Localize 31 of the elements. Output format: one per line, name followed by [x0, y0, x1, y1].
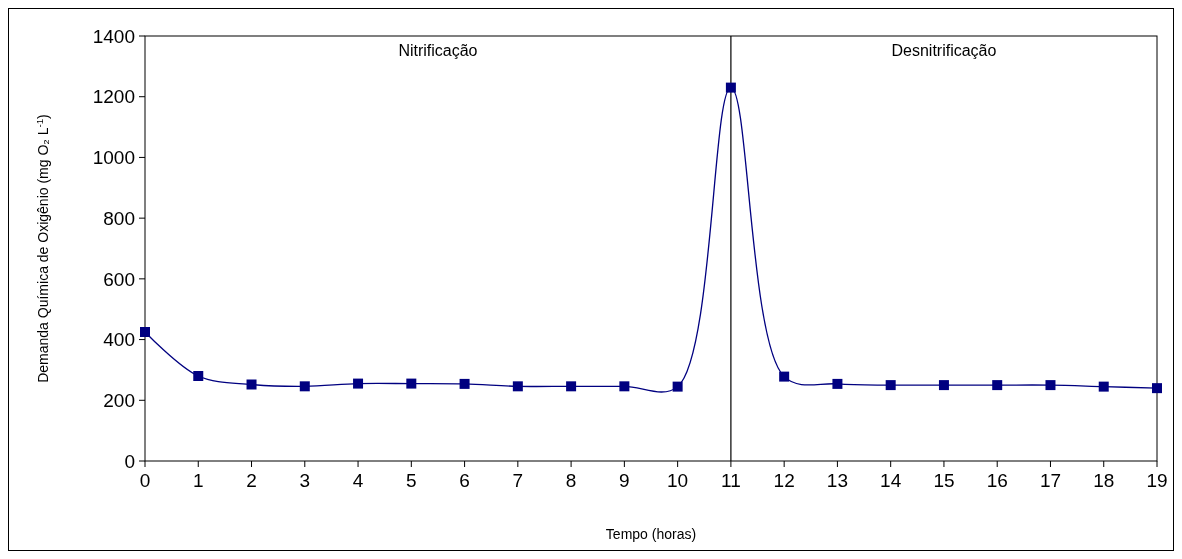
y-tick-label: 600 — [103, 268, 135, 290]
x-tick-label: 13 — [826, 470, 848, 491]
x-tick-label: 0 — [139, 470, 151, 491]
x-tick-label: 7 — [512, 470, 524, 491]
x-tick-label: 3 — [299, 470, 311, 491]
y-tick-label: 0 — [124, 450, 135, 472]
x-tick-label: 5 — [406, 470, 417, 491]
x-tick-label: 18 — [1093, 470, 1115, 491]
x-tick-label: 12 — [773, 470, 795, 491]
x-tick-label: 19 — [1146, 470, 1168, 491]
x-tick-label: 2 — [246, 470, 257, 491]
x-tick-label: 4 — [352, 470, 364, 491]
x-axis-title: Tempo (horas) — [605, 526, 697, 542]
y-tick-label: 1000 — [92, 147, 135, 169]
x-tick-label: 10 — [667, 470, 689, 491]
x-tick-label: 11 — [721, 470, 741, 491]
x-tick-label: 1 — [192, 470, 204, 491]
y-tick-label: 400 — [103, 329, 135, 351]
annotation: Nitrificação — [398, 42, 478, 59]
x-tick-label: 16 — [986, 470, 1008, 491]
y-tick-label: 800 — [103, 207, 135, 229]
x-tick-label: 17 — [1039, 470, 1062, 491]
annotation: Desnitrificação — [891, 42, 997, 59]
x-tick-label: 6 — [459, 470, 470, 491]
y-tick-label: 200 — [103, 389, 135, 411]
x-tick-label: 14 — [880, 470, 902, 491]
x-tick-label: 15 — [933, 470, 955, 491]
y-tick-label: 1400 — [92, 25, 135, 47]
x-tick-label: 8 — [565, 470, 577, 491]
x-tick-label: 9 — [619, 470, 630, 491]
y-tick-label: 1200 — [92, 86, 135, 108]
